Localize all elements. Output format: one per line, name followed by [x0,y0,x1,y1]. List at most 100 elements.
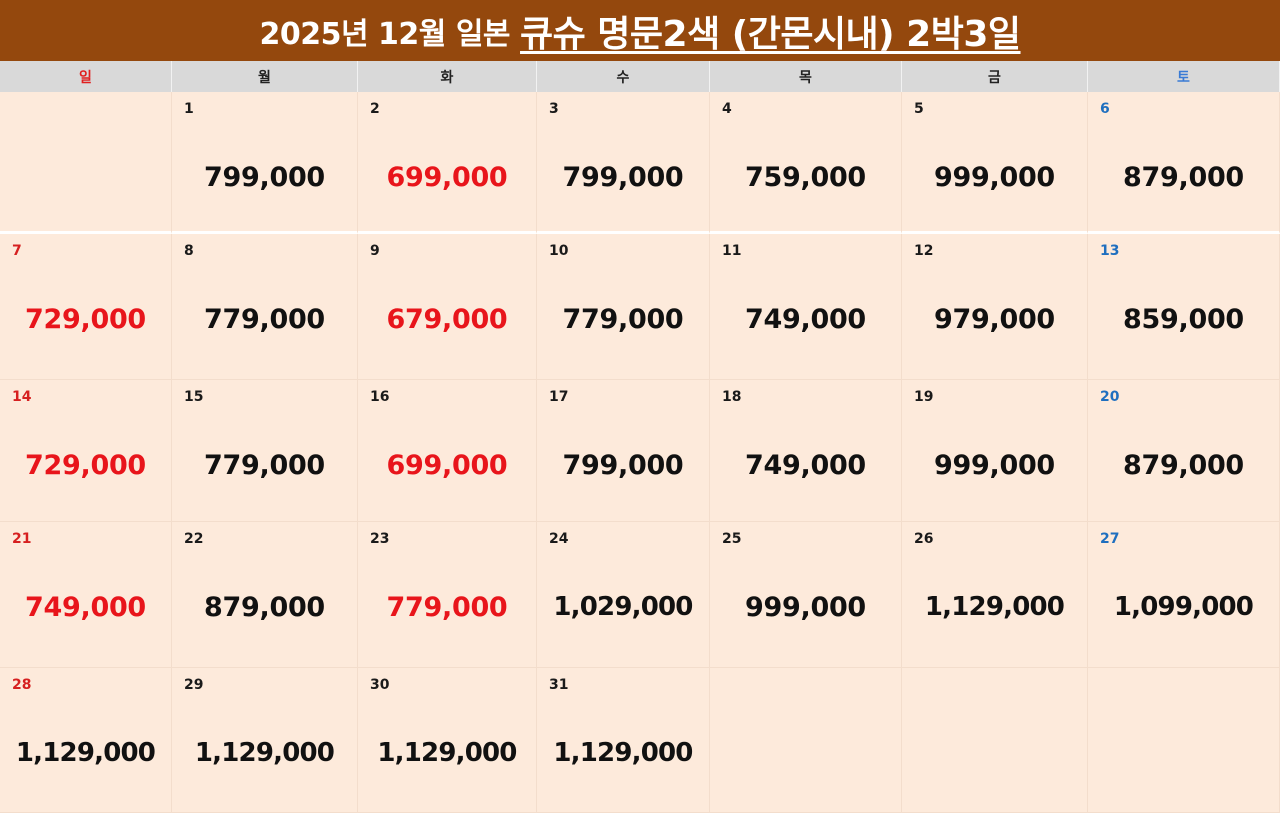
calendar-day-cell[interactable]: 5 999,000 [902,92,1088,234]
calendar-day-cell[interactable]: 17 799,000 [537,380,710,522]
tour-price: 699,000 [386,162,508,193]
day-number: 27 [1100,531,1120,547]
tour-price: 799,000 [562,162,684,193]
weekday-header: 화 [358,61,537,92]
tour-price: 879,000 [1123,450,1244,481]
day-number: 31 [549,677,569,693]
calendar-day-cell[interactable]: 19 999,000 [902,380,1088,522]
calendar-day-cell[interactable]: 29 1,129,000 [172,668,358,813]
title-prefix: 2025년 12월 일본 [259,16,511,52]
day-number: 19 [914,389,934,405]
calendar-day-cell[interactable]: 7 729,000 [0,234,172,380]
price-calendar: 일 월 화 수 목 금 토 1 799,000 2 699,000 3 799,000 4 759,000 5… [0,61,1280,813]
calendar-day-cell[interactable]: 8 779,000 [172,234,358,380]
calendar-empty-cell [710,668,902,813]
tour-price: 1,129,000 [924,592,1065,622]
calendar-day-cell[interactable]: 20 879,000 [1088,380,1280,522]
calendar-day-cell[interactable]: 22 879,000 [172,522,358,668]
calendar-day-cell[interactable]: 25 999,000 [710,522,902,668]
tour-price: 999,000 [745,592,866,623]
day-number: 9 [370,243,380,259]
calendar-day-cell[interactable]: 27 1,099,000 [1088,522,1280,668]
calendar-day-cell[interactable]: 14 729,000 [0,380,172,522]
day-number: 15 [184,389,204,405]
calendar-day-cell[interactable]: 18 749,000 [710,380,902,522]
weekday-header: 토 [1088,61,1280,92]
day-number: 23 [370,531,390,547]
tour-price: 779,000 [204,304,325,335]
tour-price: 979,000 [934,304,1055,335]
calendar-day-cell[interactable]: 28 1,129,000 [0,668,172,813]
calendar-day-cell[interactable]: 15 779,000 [172,380,358,522]
tour-price: 799,000 [204,162,325,193]
calendar-day-cell[interactable]: 24 1,029,000 [537,522,710,668]
calendar-day-cell[interactable]: 4 759,000 [710,92,902,234]
day-number: 13 [1100,243,1120,259]
tour-price: 779,000 [386,592,508,623]
calendar-day-cell[interactable]: 1 799,000 [172,92,358,234]
weekday-header: 월 [172,61,358,92]
calendar-day-cell[interactable]: 26 1,129,000 [902,522,1088,668]
tour-price: 679,000 [386,304,508,335]
day-number: 2 [370,101,380,117]
calendar-empty-cell [0,92,172,234]
day-number: 1 [184,101,194,117]
day-number: 8 [184,243,194,259]
weekday-header: 목 [710,61,902,92]
calendar-day-cell[interactable]: 10 779,000 [537,234,710,380]
calendar-day-cell[interactable]: 2 699,000 [358,92,537,234]
day-number: 22 [184,531,204,547]
tour-price: 1,129,000 [15,738,156,768]
calendar-day-cell[interactable]: 12 979,000 [902,234,1088,380]
tour-price: 779,000 [562,304,684,335]
calendar-day-cell[interactable]: 11 749,000 [710,234,902,380]
tour-price: 729,000 [25,304,146,335]
calendar-day-cell[interactable]: 3 799,000 [537,92,710,234]
calendar-day-cell[interactable]: 13 859,000 [1088,234,1280,380]
tour-price: 759,000 [745,162,866,193]
calendar-day-cell[interactable]: 9 679,000 [358,234,537,380]
day-number: 28 [12,677,32,693]
tour-price: 1,129,000 [553,738,693,768]
day-number: 30 [370,677,390,693]
day-number: 14 [12,389,32,405]
tour-price: 1,029,000 [553,592,693,622]
day-number: 3 [549,101,559,117]
day-number: 6 [1100,101,1110,117]
tour-price: 999,000 [934,450,1055,481]
weekday-header: 금 [902,61,1088,92]
day-number: 26 [914,531,934,547]
day-number: 10 [549,243,569,259]
tour-price: 1,129,000 [377,738,517,768]
tour-price: 749,000 [25,592,146,623]
tour-price: 999,000 [934,162,1055,193]
tour-price: 749,000 [745,304,866,335]
tour-price: 859,000 [1123,304,1244,335]
tour-price: 879,000 [204,592,325,623]
day-number: 11 [722,243,742,259]
day-number: 17 [549,389,569,405]
day-number: 25 [722,531,742,547]
day-number: 5 [914,101,924,117]
calendar-day-cell[interactable]: 6 879,000 [1088,92,1280,234]
tour-price: 749,000 [745,450,866,481]
title-main: 큐슈 명문2색 (간몬시내) 2박3일 [520,13,1021,55]
calendar-day-cell[interactable]: 30 1,129,000 [358,668,537,813]
weekday-header: 수 [537,61,710,92]
calendar-day-cell[interactable]: 16 699,000 [358,380,537,522]
day-number: 20 [1100,389,1120,405]
calendar-day-cell[interactable]: 21 749,000 [0,522,172,668]
tour-price: 1,099,000 [1113,592,1254,622]
calendar-empty-cell [902,668,1088,813]
day-number: 16 [370,389,390,405]
title-banner: 2025년 12월 일본 큐슈 명문2색 (간몬시내) 2박3일 [0,0,1280,61]
day-number: 24 [549,531,569,547]
calendar-day-cell[interactable]: 31 1,129,000 [537,668,710,813]
tour-price: 799,000 [562,450,684,481]
tour-price: 699,000 [386,450,508,481]
day-number: 29 [184,677,204,693]
calendar-day-cell[interactable]: 23 779,000 [358,522,537,668]
day-number: 4 [722,101,732,117]
tour-price: 729,000 [25,450,146,481]
tour-price: 879,000 [1123,162,1244,193]
